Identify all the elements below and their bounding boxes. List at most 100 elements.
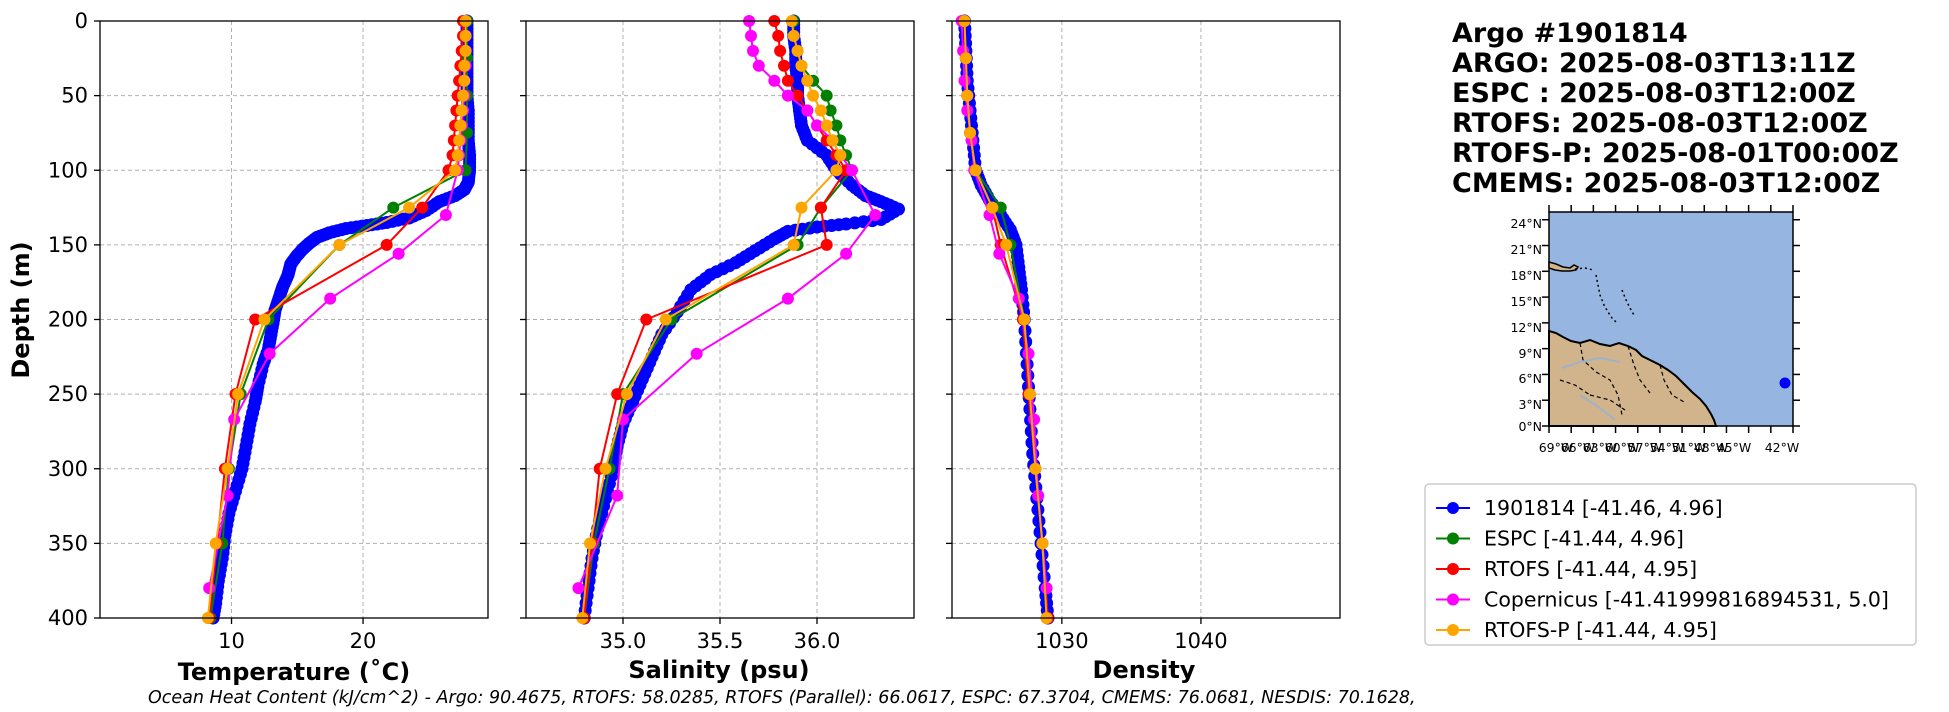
map-lat-label: 15°N (1510, 294, 1542, 309)
data-point-rtofs (778, 59, 790, 72)
y-axis-label: Depth (m) (7, 241, 35, 378)
data-point-rtofs-p (451, 149, 464, 162)
data-point-rtofs-p (795, 201, 808, 214)
x-tick-label: 36.0 (794, 629, 841, 653)
data-point-rtofs-p (1018, 313, 1031, 326)
map-caribbean-islands (1574, 267, 1635, 324)
legend-label: 1901814 [-41.46, 4.96] (1484, 496, 1723, 520)
data-point-rtofs (772, 29, 785, 42)
map-lon-label: 66°W (1561, 440, 1596, 455)
map-lat-label: 18°N (1510, 268, 1542, 283)
legend: 1901814 [-41.46, 4.96] ESPC [-41.44, 4.96… (1424, 483, 1917, 646)
data-point-1901814 (1032, 514, 1046, 528)
data-point-rtofs-p (795, 59, 808, 72)
data-point-copernicus (781, 89, 794, 102)
data-point-copernicus (572, 582, 585, 595)
map-lon-label: 48°W (1694, 440, 1729, 455)
map-lat-label: 6°N (1518, 371, 1542, 386)
data-point-rtofs-p (814, 104, 827, 117)
data-point-rtofs-p (1036, 537, 1049, 550)
data-point-copernicus (611, 489, 624, 502)
legend-label: RTOFS [-41.44, 4.95] (1484, 557, 1697, 581)
info-line-espc: ESPC : 2025-08-03T12:00Z (1452, 78, 1856, 109)
data-point-copernicus (845, 164, 858, 177)
series-line-espc (209, 21, 468, 619)
data-point-copernicus (263, 347, 276, 360)
data-point-copernicus (961, 104, 974, 117)
data-point-espc (387, 201, 400, 214)
data-point-rtofs (774, 44, 787, 57)
data-point-rtofs-p (459, 29, 472, 42)
data-point-1901814 (638, 367, 652, 381)
x-axis-label-temperature: Temperature (˚C) (178, 658, 411, 686)
data-point-espc (994, 201, 1007, 214)
legend-label: ESPC [-41.44, 4.96] (1484, 527, 1684, 551)
data-point-1901814 (230, 479, 244, 492)
info-line-argo: ARGO: 2025-08-03T13:11Z (1452, 48, 1856, 79)
x-axis-label-salinity: Salinity (psu) (628, 656, 809, 684)
map-lat-label: 9°N (1518, 346, 1542, 361)
info-block: Argo #1901814 ARGO: 2025-08-03T13:11Z ES… (1452, 18, 1899, 199)
x-axis-label-density: Density (1093, 656, 1196, 684)
legend-marker (1447, 593, 1459, 606)
legend-label: Copernicus [-41.41999816894531, 5.0] (1484, 588, 1889, 612)
data-point-rtofs (640, 313, 653, 326)
data-point-1901814 (733, 253, 747, 267)
data-point-1901814 (236, 456, 250, 470)
data-point-rtofs-p (457, 89, 469, 102)
map-border-lines (1559, 342, 1685, 416)
data-point-rtofs-p (449, 164, 462, 177)
data-point-rtofs-p (221, 462, 234, 475)
data-point-1901814 (244, 411, 258, 425)
map-lon-label: 54°W (1650, 440, 1685, 455)
data-point-espc (830, 119, 843, 132)
data-point-copernicus (801, 104, 814, 117)
map-river-lines (1561, 356, 1621, 421)
x-tick-label: 35.5 (697, 629, 744, 653)
data-point-rtofs-p (454, 119, 467, 132)
y-tick-label: 200 (48, 308, 88, 332)
data-point-rtofs-p (458, 59, 471, 72)
data-point-rtofs-p (1023, 388, 1036, 401)
data-point-rtofs-p (584, 537, 596, 550)
data-point-copernicus (1040, 582, 1053, 595)
y-tick-label: 0 (75, 9, 88, 33)
map-lon-label: 45°W (1717, 440, 1752, 455)
legend-marker (1447, 532, 1459, 545)
data-point-rtofs-p (961, 89, 974, 102)
data-point-rtofs-p (1000, 238, 1013, 251)
y-tick-label: 250 (48, 382, 88, 406)
y-tick-label: 150 (48, 233, 88, 257)
salinity-panel: 35.0 35.5 36.0 (520, 14, 915, 653)
x-tick-label: 1040 (1174, 629, 1227, 653)
data-point-copernicus (869, 209, 882, 221)
data-point-rtofs-p (209, 537, 222, 550)
data-point-rtofs-p (787, 238, 800, 251)
y-tick-label: 350 (48, 531, 88, 555)
data-point-rtofs-p (455, 104, 468, 117)
y-tick-label: 100 (48, 158, 88, 182)
data-point-rtofs-p (826, 134, 839, 147)
data-point-rtofs-p (986, 201, 999, 214)
map-lat-label: 24°N (1510, 216, 1542, 231)
map-lat-label: 3°N (1518, 397, 1542, 412)
data-point-1901814 (689, 279, 703, 293)
map-float-marker (1779, 377, 1791, 389)
map-ticks (1542, 205, 1800, 433)
data-point-rtofs (249, 313, 262, 326)
data-point-1901814 (1031, 503, 1045, 517)
data-point-rtofs-p (959, 52, 972, 65)
data-point-espc (824, 104, 837, 117)
map-lat-label: 12°N (1510, 320, 1542, 335)
data-point-rtofs-p (599, 462, 612, 475)
data-point-rtofs-p (791, 44, 804, 57)
legend-marker (1447, 563, 1459, 575)
data-point-rtofs-p (1029, 462, 1042, 475)
location-map: 24°N 21°N 18°N 15°N 12°N 9°N 6°N 3°N 0°N… (1510, 205, 1800, 455)
data-point-copernicus (747, 44, 759, 57)
data-point-rtofs-p (333, 238, 346, 251)
y-tick-label: 50 (61, 84, 88, 108)
legend-frame (1424, 483, 1917, 646)
data-point-copernicus (324, 292, 337, 305)
